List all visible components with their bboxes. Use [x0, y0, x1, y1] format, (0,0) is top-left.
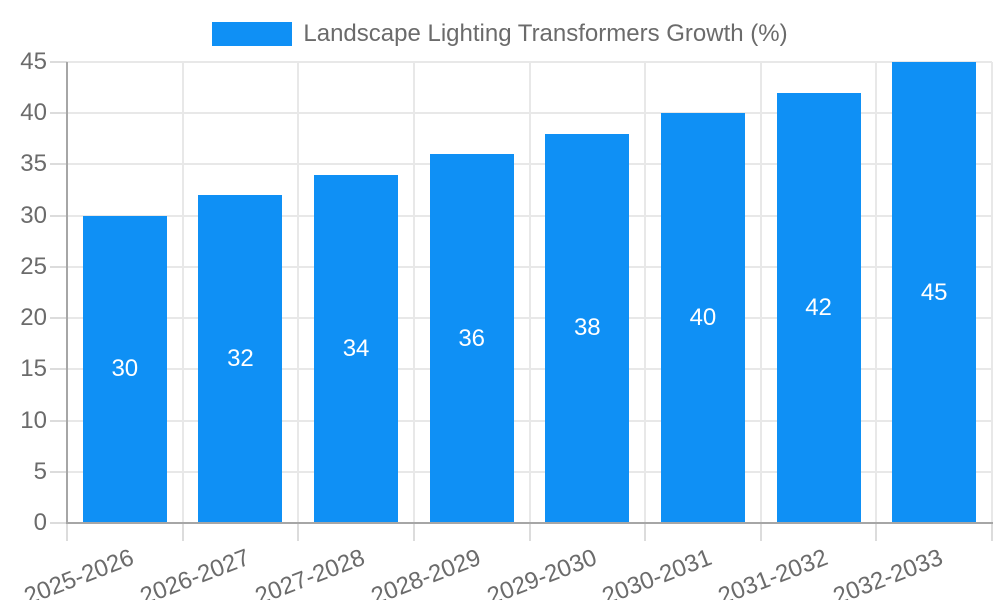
y-axis-tick — [50, 163, 67, 166]
bar-value-label: 45 — [920, 278, 948, 306]
y-axis-tick — [50, 368, 67, 371]
y-axis-tick — [50, 265, 67, 268]
bar: 36 — [429, 154, 514, 523]
y-axis-label: 0 — [33, 509, 47, 536]
x-axis-tick — [528, 523, 531, 541]
x-axis-label: 2029-2030 — [483, 544, 600, 600]
chart-legend: Landscape Lighting Transformers Growth (… — [0, 20, 1000, 48]
y-axis-tick — [50, 214, 67, 217]
bar: 45 — [892, 62, 977, 523]
x-axis-tick — [412, 523, 415, 541]
x-axis-tick — [297, 523, 300, 541]
x-axis-line — [66, 522, 993, 524]
legend-swatch[interactable] — [212, 22, 293, 46]
y-axis-label: 10 — [20, 406, 47, 434]
bar-value-label: 40 — [689, 304, 717, 332]
y-axis-label: 30 — [20, 201, 47, 229]
gridline-vertical — [412, 62, 415, 523]
y-axis-tick — [50, 61, 67, 63]
y-axis-tick — [50, 470, 67, 473]
gridline-vertical — [297, 62, 300, 523]
y-axis-label: 45 — [20, 48, 47, 75]
gridline-vertical — [528, 62, 531, 523]
legend-label[interactable]: Landscape Lighting Transformers Growth (… — [303, 20, 788, 47]
bar: 30 — [82, 215, 167, 523]
bar-value-label: 30 — [111, 355, 139, 383]
gridline-vertical — [181, 62, 184, 523]
gridline-vertical — [644, 62, 647, 523]
bar-value-label: 38 — [573, 314, 601, 342]
bar-value-label: 34 — [342, 334, 370, 362]
bar-value-label: 36 — [458, 324, 486, 352]
x-axis-label: 2032-2033 — [830, 544, 947, 600]
y-axis-tick — [50, 419, 67, 422]
bar: 42 — [776, 92, 861, 523]
x-axis-label: 2025-2026 — [20, 544, 138, 600]
x-axis-label: 2030-2031 — [598, 544, 716, 600]
bar-value-label: 32 — [227, 345, 254, 373]
y-axis-label: 5 — [33, 457, 47, 485]
y-axis-tick — [50, 522, 67, 524]
x-axis-tick — [875, 523, 878, 541]
x-axis-label: 2026-2027 — [136, 544, 254, 600]
bar: 32 — [198, 195, 283, 523]
gridline-vertical — [991, 62, 993, 523]
x-axis-label: 2031-2032 — [714, 544, 832, 600]
y-axis-label: 40 — [20, 99, 47, 127]
y-axis-tick — [50, 112, 67, 115]
x-axis-tick — [991, 523, 993, 541]
x-axis-tick — [644, 523, 647, 541]
x-axis-label: 2027-2028 — [251, 544, 369, 600]
y-axis-line — [66, 62, 68, 523]
x-axis-label: 2028-2029 — [367, 544, 485, 600]
gridline-vertical — [875, 62, 878, 523]
x-axis-tick — [181, 523, 184, 541]
bar: 38 — [545, 133, 630, 523]
y-axis-label: 15 — [20, 355, 47, 383]
bar: 34 — [314, 174, 399, 523]
y-axis-label: 20 — [20, 304, 47, 332]
x-axis-tick — [66, 523, 68, 541]
y-axis-label: 25 — [20, 252, 47, 280]
gridline-vertical — [759, 62, 762, 523]
bar-value-label: 42 — [805, 293, 832, 321]
y-axis-label: 35 — [20, 150, 47, 178]
y-axis-tick — [50, 317, 67, 320]
x-axis-tick — [759, 523, 762, 541]
bar: 40 — [660, 113, 745, 523]
